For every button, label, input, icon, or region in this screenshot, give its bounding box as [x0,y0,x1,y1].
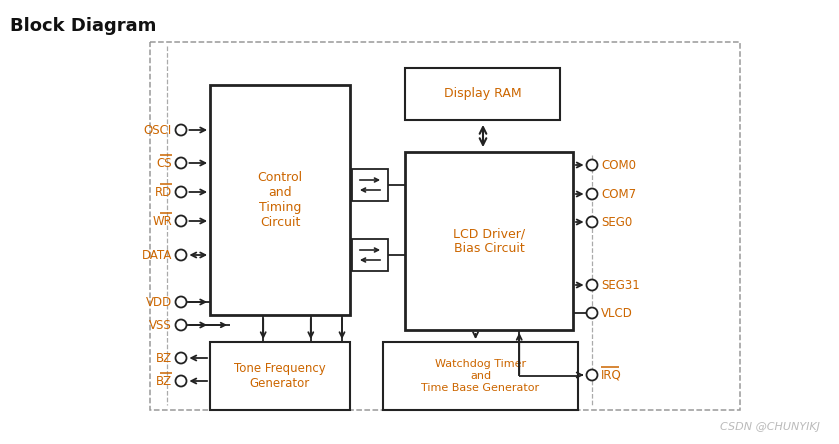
Text: BZ: BZ [156,374,172,388]
Circle shape [175,215,186,226]
Text: Display RAM: Display RAM [444,87,521,100]
Text: CS: CS [156,156,172,170]
Text: WR: WR [152,214,172,227]
Bar [405,68,560,120]
Text: Watchdog Timer
and
Time Base Generator: Watchdog Timer and Time Base Generator [421,359,539,392]
Circle shape [586,159,597,170]
Text: OSCI: OSCI [143,123,172,136]
Text: Tone Frequency
Generator: Tone Frequency Generator [234,362,326,390]
Text: RD: RD [154,186,172,198]
Bar [150,42,740,410]
Circle shape [175,353,186,364]
Circle shape [586,369,597,381]
Circle shape [586,217,597,227]
Text: VSS: VSS [149,318,172,332]
Text: COM7: COM7 [601,187,636,201]
Text: VDD: VDD [146,296,172,309]
Text: VLCD: VLCD [601,306,633,320]
Text: LCD Driver/
Bias Circuit: LCD Driver/ Bias Circuit [453,227,525,255]
Text: Control
and
Timing
Circuit: Control and Timing Circuit [258,171,303,229]
Text: Block Diagram: Block Diagram [10,17,156,35]
Text: DATA: DATA [142,249,172,262]
Circle shape [175,250,186,261]
Bar [210,342,350,410]
Text: BZ: BZ [156,352,172,365]
Circle shape [586,308,597,318]
Circle shape [175,186,186,198]
Circle shape [175,320,186,330]
Text: COM0: COM0 [601,159,636,171]
Bar [405,152,573,330]
Circle shape [586,189,597,199]
Bar [210,85,350,315]
Bar [383,342,578,410]
Text: CSDN @CHUNYIKJ: CSDN @CHUNYIKJ [720,422,820,432]
Circle shape [175,376,186,386]
Bar [352,169,388,201]
Text: IRQ: IRQ [601,369,622,381]
Circle shape [175,297,186,308]
Bar [352,239,388,271]
Circle shape [175,158,186,169]
Text: SEG31: SEG31 [601,278,640,292]
Text: SEG0: SEG0 [601,215,633,229]
Circle shape [586,280,597,290]
Circle shape [175,124,186,135]
